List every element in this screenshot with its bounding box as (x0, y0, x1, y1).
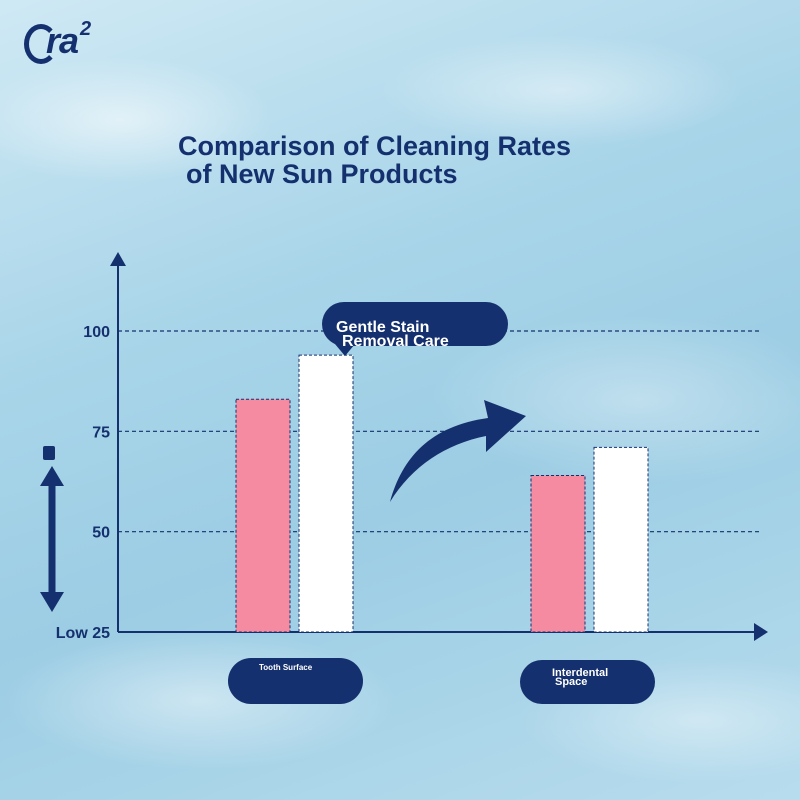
y-tick-label: 50 (92, 525, 110, 542)
y-tick-label: Low 25 (56, 625, 110, 642)
callout-badge: Gentle Stain Removal Care (322, 302, 508, 356)
grid-lines (118, 330, 762, 533)
logo-superscript: 2 (80, 18, 91, 40)
bars (235, 354, 649, 633)
y-tick-label: 75 (92, 424, 110, 441)
category-label-tooth-surface: Tooth Surface (259, 663, 313, 672)
bar-tooth-surface-series-1 (235, 398, 291, 633)
category-label-interdental-line1: Interdental (552, 667, 608, 679)
chart-title-line2: of New Sun Products (186, 159, 458, 189)
logo-swoosh-icon (24, 24, 58, 64)
trend-arrow-icon (390, 400, 526, 502)
chart-title-line1: Comparison of Cleaning Rates (178, 131, 572, 161)
brand-logo: ra 2 (24, 18, 91, 64)
category-label-interdental-line2: Space (555, 676, 587, 688)
bar-tooth-surface-series-2 (298, 354, 354, 633)
category-pill-interdental-space: Interdental Space (520, 660, 655, 704)
y-axis-labels: 100 75 50 Low 25 (56, 324, 110, 642)
bar-interdental-space-series-2 (593, 446, 649, 633)
callout-line1: Gentle Stain (336, 319, 429, 336)
y-tick-label: 100 (83, 324, 110, 341)
bar-interdental-space-series-1 (530, 474, 586, 633)
callout-line2: Removal Care (342, 333, 449, 350)
category-pill-tooth-surface: Tooth Surface (228, 658, 363, 704)
y-axis-arrow-icon (110, 252, 126, 266)
scale-double-arrow-icon (40, 446, 64, 612)
chart-title: Comparison of Cleaning Rates of New Sun … (178, 132, 571, 188)
x-axis-arrow-icon (754, 623, 768, 641)
